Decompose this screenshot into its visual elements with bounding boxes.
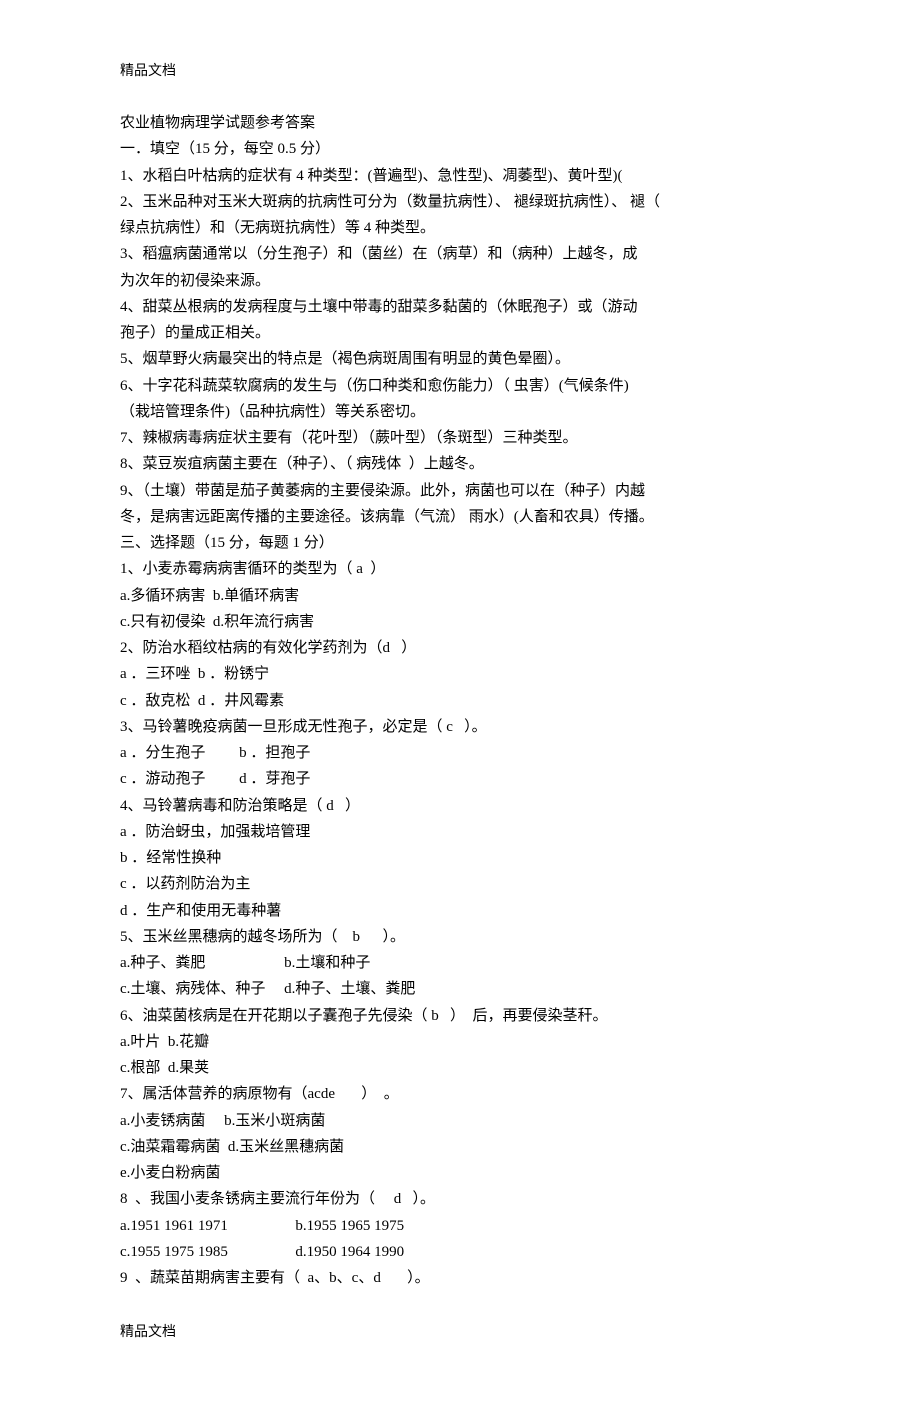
text-line: c ．游动孢子 d ．芽孢子 xyxy=(120,766,800,792)
text-line: c ．敌克松 d ．井风霉素 xyxy=(120,688,800,714)
text-line: a.1951 1961 1971 b.1955 1965 1975 xyxy=(120,1213,800,1239)
text-line: 3、马铃薯晚疫病菌一旦形成无性孢子，必定是（ c ）。 xyxy=(120,714,800,740)
text-line: 3、稻瘟病菌通常以（分生孢子）和（菌丝）在（病草）和（病种）上越冬，成 xyxy=(120,241,800,267)
text-line: a ．三环唑 b ．粉锈宁 xyxy=(120,661,800,687)
text-line: a.种子、粪肥 b.土壤和种子 xyxy=(120,950,800,976)
text-line: 5、烟草野火病最突出的特点是（褐色病斑周围有明显的黄色晕圈）。 xyxy=(120,346,800,372)
text-line: 1、小麦赤霉病病害循环的类型为（ a ） xyxy=(120,556,800,582)
text-line: 8、菜豆炭疽病菌主要在（种子）、（ 病残体 ）上越冬。 xyxy=(120,451,800,477)
text-line: e.小麦白粉病菌 xyxy=(120,1160,800,1186)
text-line: c.1955 1975 1985 d.1950 1964 1990 xyxy=(120,1239,800,1265)
text-line: b ．经常性换种 xyxy=(120,845,800,871)
text-line: c.土壤、病残体、种子 d.种子、土壤、粪肥 xyxy=(120,976,800,1002)
text-line: 9、（土壤）带菌是茄子黄萎病的主要侵染源。此外，病菌也可以在（种子）内越 xyxy=(120,478,800,504)
text-line: 9 、蔬菜苗期病害主要有（ a、b、c、d ）。 xyxy=(120,1265,800,1291)
text-line: a ．防治蚜虫，加强栽培管理 xyxy=(120,819,800,845)
text-line: a ．分生孢子 b ．担孢子 xyxy=(120,740,800,766)
text-line: c.只有初侵染 d.积年流行病害 xyxy=(120,609,800,635)
text-line: 一．填空（15 分，每空 0.5 分） xyxy=(120,136,800,162)
text-line: 2、玉米品种对玉米大斑病的抗病性可分为（数量抗病性）、 褪绿斑抗病性）、 褪（ xyxy=(120,189,800,215)
page-footer: 精品文档 xyxy=(120,1321,800,1341)
text-line: a.小麦锈病菌 b.玉米小斑病菌 xyxy=(120,1108,800,1134)
text-line: 孢子）的量成正相关。 xyxy=(120,320,800,346)
text-line: （栽培管理条件)（品种抗病性）等关系密切。 xyxy=(120,399,800,425)
text-line: a.叶片 b.花瓣 xyxy=(120,1029,800,1055)
text-line: 农业植物病理学试题参考答案 xyxy=(120,110,800,136)
text-line: a.多循环病害 b.单循环病害 xyxy=(120,583,800,609)
text-line: 8 、我国小麦条锈病主要流行年份为（ d ）。 xyxy=(120,1186,800,1212)
text-line: 冬，是病害远距离传播的主要途径。该病靠（气流） 雨水）(人畜和农具）传播。 xyxy=(120,504,800,530)
text-line: 6、油菜菌核病是在开花期以子囊孢子先侵染（ b ） 后，再要侵染茎秆。 xyxy=(120,1003,800,1029)
page-header: 精品文档 xyxy=(120,60,800,80)
text-line: c.油菜霜霉病菌 d.玉米丝黑穗病菌 xyxy=(120,1134,800,1160)
text-line: 绿点抗病性）和（无病斑抗病性）等 4 种类型。 xyxy=(120,215,800,241)
text-line: 7、辣椒病毒病症状主要有（花叶型）（蕨叶型）（条斑型）三种类型。 xyxy=(120,425,800,451)
text-line: 6、十字花科蔬菜软腐病的发生与（伤口种类和愈伤能力）（ 虫害）(气候条件) xyxy=(120,373,800,399)
text-line: d ．生产和使用无毒种薯 xyxy=(120,898,800,924)
text-line: c ．以药剂防治为主 xyxy=(120,871,800,897)
text-line: 4、甜菜丛根病的发病程度与土壤中带毒的甜菜多黏菌的（休眠孢子）或（游动 xyxy=(120,294,800,320)
text-line: 4、马铃薯病毒和防治策略是（ d ） xyxy=(120,793,800,819)
text-line: 1、水稻白叶枯病的症状有 4 种类型：(普遍型)、急性型)、凋萎型)、黄叶型)( xyxy=(120,163,800,189)
text-line: 2、防治水稻纹枯病的有效化学药剂为（d ） xyxy=(120,635,800,661)
text-line: 为次年的初侵染来源。 xyxy=(120,268,800,294)
text-line: 5、玉米丝黑穗病的越冬场所为（ b ）。 xyxy=(120,924,800,950)
text-line: 7、属活体营养的病原物有（acde ） 。 xyxy=(120,1081,800,1107)
document-body: 农业植物病理学试题参考答案 一．填空（15 分，每空 0.5 分） 1、水稻白叶… xyxy=(120,110,800,1291)
text-line: c.根部 d.果荚 xyxy=(120,1055,800,1081)
text-line: 三、选择题（15 分，每题 1 分） xyxy=(120,530,800,556)
